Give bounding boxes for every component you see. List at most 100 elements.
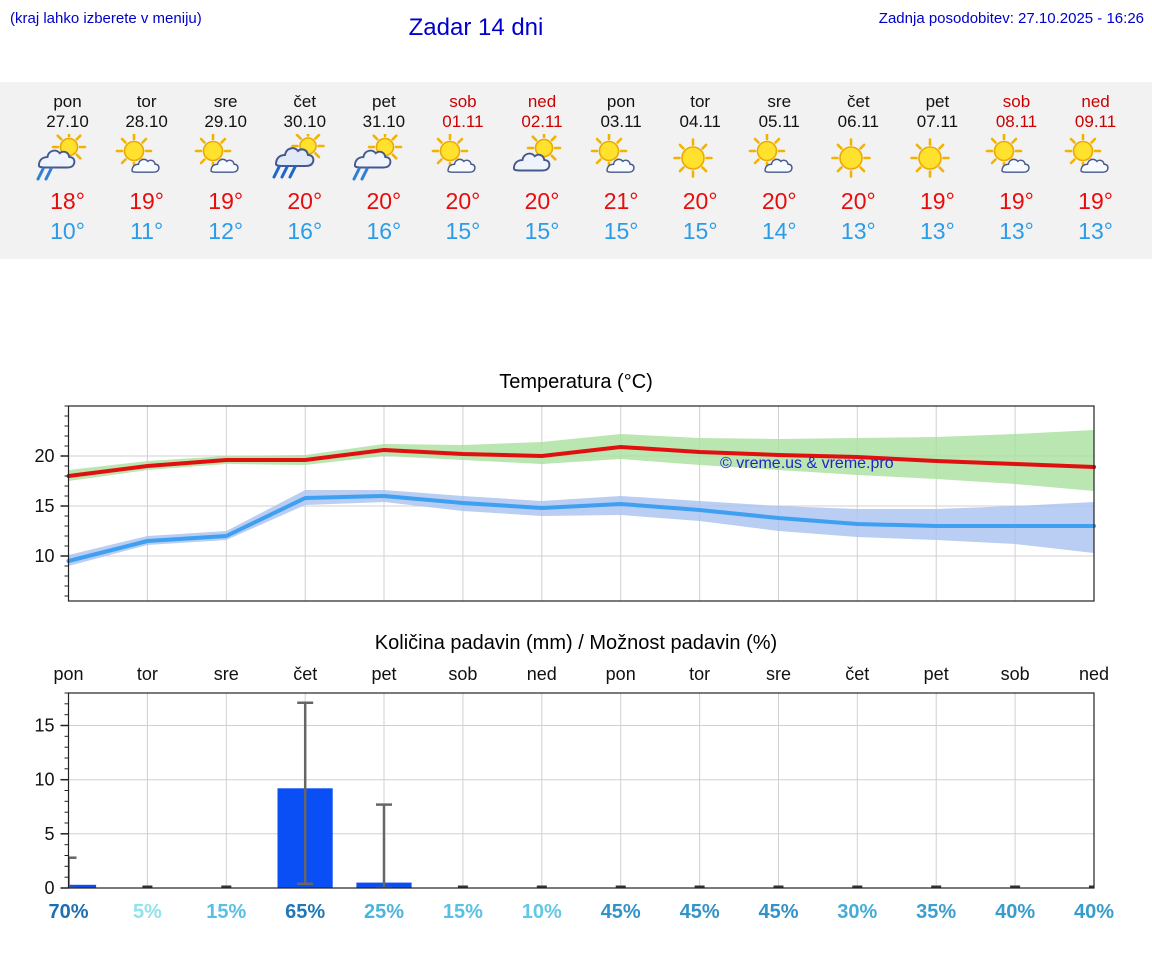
temp-y-axis: 10 15 20 xyxy=(34,405,69,597)
svg-text:pon: pon xyxy=(53,664,83,684)
probability-label: 15% xyxy=(443,901,483,923)
watermark-link[interactable]: © vreme.us & vreme.pro xyxy=(720,455,894,472)
forecast-day-column: pet 31.10 20° 16° xyxy=(344,92,423,245)
low-temp: 11° xyxy=(130,218,164,244)
partly-icon-graphic xyxy=(432,134,477,173)
page-title: Zadar 14 dni xyxy=(408,14,544,41)
last-update-text: Zadnja posodobitev: 27.10.2025 - 16:26 xyxy=(878,10,1144,27)
day-name: sre xyxy=(767,92,792,111)
svg-text:pet: pet xyxy=(371,664,396,684)
partly-weather-icon xyxy=(977,134,1056,184)
day-date: 08.11 xyxy=(995,112,1038,131)
day-name: pon xyxy=(606,92,636,111)
day-date: 09.11 xyxy=(1074,112,1117,131)
zero-mark xyxy=(1010,885,1021,888)
shower-icon-graphic xyxy=(352,134,403,181)
zero-mark xyxy=(457,885,468,888)
high-temp: 21° xyxy=(603,188,639,214)
temperature-chart-title: Temperatura (°C) xyxy=(499,371,653,393)
forecast-day-column: ned 02.11 20° 15° xyxy=(502,92,581,245)
forecast-day-column: pon 27.10 18° 10° xyxy=(28,92,107,245)
probability-label: 65% xyxy=(285,901,325,923)
probability-label: 45% xyxy=(601,901,641,923)
day-date: 05.11 xyxy=(758,112,800,131)
zero-mark xyxy=(142,885,153,888)
high-temp: 20° xyxy=(287,188,323,214)
zero-mark xyxy=(773,885,784,888)
sunny-icon-graphic xyxy=(910,138,950,178)
precip-probability-row: 70% 5% 15% 65% 25% 15% 10% 45% 45% 45% 30% 35% 40% 40… xyxy=(48,901,1114,923)
partly-weather-icon xyxy=(107,134,186,184)
forecast-strip: pon 27.10 18° 10° tor 28.10 19° 11° sre … xyxy=(0,82,1152,259)
sunny-weather-icon xyxy=(661,134,740,184)
low-temp: 15° xyxy=(524,218,560,244)
low-temp: 16° xyxy=(287,218,323,244)
day-date: 01.11 xyxy=(442,112,484,131)
day-date: 03.11 xyxy=(600,112,642,131)
probability-label: 30% xyxy=(837,901,877,923)
zero-mark xyxy=(536,885,547,888)
partly-weather-icon xyxy=(186,134,265,184)
probability-label: 40% xyxy=(1074,901,1114,923)
precip-whisker xyxy=(297,701,314,885)
forecast-day-column: sob 01.11 20° 15° xyxy=(423,92,502,245)
day-date: 28.10 xyxy=(125,112,168,131)
partly-weather-icon xyxy=(423,134,502,184)
svg-text:sre: sre xyxy=(766,664,791,684)
low-temp: 13° xyxy=(999,218,1034,244)
low-temp: 15° xyxy=(445,218,481,244)
precip-y-axis: 0 5 10 15 xyxy=(34,692,69,898)
day-name: tor xyxy=(136,92,157,111)
probability-label: 10% xyxy=(522,901,562,923)
probability-label: 5% xyxy=(133,901,162,923)
svg-text:čet: čet xyxy=(845,664,869,684)
svg-text:čet: čet xyxy=(293,664,317,684)
high-temp: 20° xyxy=(840,188,876,214)
day-name: ned xyxy=(527,92,557,111)
partly-weather-icon xyxy=(582,134,661,184)
zero-mark xyxy=(931,885,942,888)
probability-label: 35% xyxy=(916,901,956,923)
max-temp-range xyxy=(68,430,1094,491)
day-name: sre xyxy=(213,92,238,111)
high-temp: 20° xyxy=(682,188,718,214)
precipitation-chart-title: Količina padavin (mm) / Možnost padavin … xyxy=(374,632,778,654)
svg-text:tor: tor xyxy=(689,664,710,684)
partly-icon-graphic xyxy=(194,134,239,173)
shower-icon-graphic xyxy=(36,134,87,181)
probability-label: 40% xyxy=(995,901,1035,923)
forecast-day-column: čet 30.10 20° 16° xyxy=(265,92,344,245)
sunny-weather-icon xyxy=(898,134,977,184)
svg-text:sob: sob xyxy=(448,664,477,684)
precip-whisker xyxy=(376,803,392,888)
high-temp: 19° xyxy=(920,188,955,214)
svg-text:15: 15 xyxy=(34,496,54,516)
low-temp: 12° xyxy=(208,218,244,244)
forecast-day-column: sre 29.10 19° 12° xyxy=(186,92,265,245)
day-name: pet xyxy=(925,92,950,111)
precipitation-chart: pon tor sre čet pet sob ned pon tor sre čet pet sob n… xyxy=(34,664,1114,923)
temperature-chart: 10 15 20 © vreme.us & vreme.pro xyxy=(34,405,1096,602)
svg-text:15: 15 xyxy=(34,716,54,736)
partly-icon-graphic xyxy=(590,134,635,173)
rain-weather-icon xyxy=(265,134,344,184)
partly-weather-icon xyxy=(1056,134,1135,184)
probability-label: 25% xyxy=(364,901,404,923)
spacer xyxy=(0,259,1152,371)
svg-text:pet: pet xyxy=(924,664,949,684)
forecast-day-column: tor 04.11 20° 15° xyxy=(661,92,740,245)
high-temp: 20° xyxy=(761,188,797,214)
forecast-day-column: ned 09.11 19° 13° xyxy=(1056,92,1135,245)
probability-label: 70% xyxy=(48,901,88,923)
partly-icon-graphic xyxy=(985,134,1030,173)
day-name: sob xyxy=(1002,92,1031,111)
probability-label: 45% xyxy=(680,901,720,923)
day-name: čet xyxy=(293,92,317,111)
page-header: (kraj lahko izberete v meniju) Zadar 14 … xyxy=(0,0,1152,48)
shower-weather-icon xyxy=(344,134,423,184)
svg-text:5: 5 xyxy=(44,824,54,844)
zero-mark xyxy=(615,885,626,888)
day-name: čet xyxy=(846,92,870,111)
svg-text:10: 10 xyxy=(34,770,54,790)
low-temp: 15° xyxy=(682,218,718,244)
